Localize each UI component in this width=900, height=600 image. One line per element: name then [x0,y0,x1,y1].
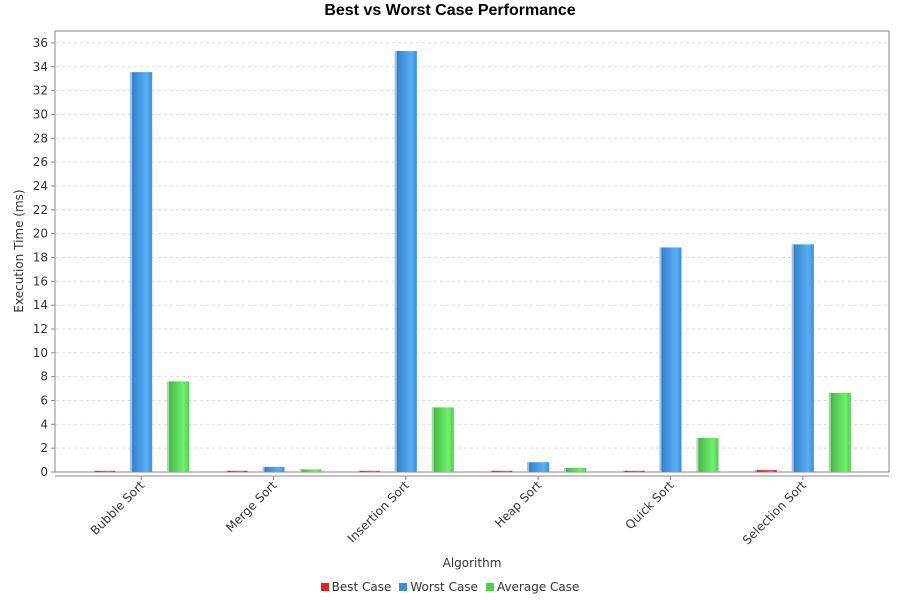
legend-item: Worst Case [399,580,478,594]
bar-highlight [431,407,434,472]
bar-best-case [93,470,116,472]
bar-highlight [791,244,794,472]
x-tick-label: Merge Sort [223,478,280,535]
bar-highlight [93,470,96,472]
bar-worst-case [659,247,682,472]
bar-average-case [167,381,190,472]
y-tick-label: 32 [33,84,48,98]
y-tick-label: 4 [40,417,48,431]
legend-item: Average Case [485,580,580,594]
bar-highlight [262,466,265,472]
bar-average-case [696,437,719,472]
y-tick-label: 2 [40,441,48,455]
bar-highlight [828,392,831,472]
legend-swatch [320,583,329,591]
chart-title: Best vs Worst Case Performance [324,2,576,19]
bar-best-case [225,470,248,472]
bar-highlight [130,72,133,472]
x-tick-label: Bubble Sort [88,478,148,538]
y-tick-label: 18 [33,250,48,264]
bar-worst-case [262,466,285,472]
bar-highlight [167,381,170,472]
plot-area [54,30,890,473]
bar-average-case [564,467,587,472]
bar-average-case [431,407,454,472]
x-tick-label: Quick Sort [623,478,677,532]
bar-highlight [696,437,699,472]
y-tick-label: 14 [33,298,48,312]
bar-highlight [754,469,757,472]
bar-average-case [299,469,322,472]
bar-worst-case [791,244,814,472]
bars [93,51,851,473]
y-tick-label: 28 [33,131,48,145]
bar-highlight [357,470,360,472]
bar-best-case [357,470,380,472]
bar-highlight [225,470,228,472]
y-tick-label: 22 [33,203,48,217]
x-tick-label: Heap Sort [492,478,544,530]
bar-best-case [754,469,777,472]
bar-highlight [564,467,567,472]
y-tick-label: 12 [33,322,48,336]
legend-label: Average Case [496,580,580,594]
y-tick-label: 8 [40,370,48,384]
legend-label: Worst Case [410,580,478,594]
y-tick-label: 36 [33,36,48,50]
gridlines [56,42,888,449]
bar-highlight [527,462,530,472]
legend: Best Case Worst Case Average Case [0,580,900,594]
x-axis-label: Algorithm [443,556,502,570]
y-tick-label: 10 [33,346,48,360]
y-tick-label: 30 [33,107,48,121]
x-tick-label: Insertion Sort [345,478,412,545]
bar-worst-case [394,51,417,473]
y-tick-label: 6 [40,393,48,407]
x-tick-label: Selection Sort [740,478,809,547]
y-tick-label: 20 [33,227,48,241]
y-axis-label: Execution Time (ms) [12,189,26,312]
bar-highlight [622,470,625,472]
bar-highlight [659,247,662,472]
legend-item: Best Case [320,580,392,594]
y-tick-label: 34 [33,60,48,74]
bar-highlight [490,470,493,472]
y-tick-label: 24 [33,179,48,193]
y-tick-label: 0 [40,465,48,479]
bar-highlight [299,469,302,472]
legend-swatch [485,583,494,591]
y-tick-label: 26 [33,155,48,169]
bar-worst-case [130,72,153,472]
bar-best-case [622,470,645,472]
bar-best-case [490,470,513,472]
y-tick-label: 16 [33,274,48,288]
bar-average-case [828,392,851,472]
bar-worst-case [527,462,550,472]
legend-label: Best Case [331,580,392,594]
bar-highlight [394,51,397,473]
legend-swatch [399,583,408,591]
